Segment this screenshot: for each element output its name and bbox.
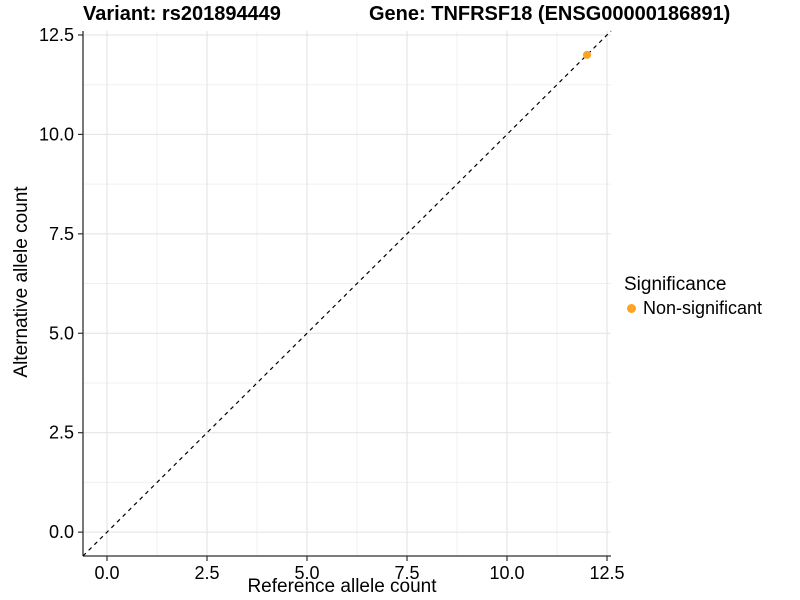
y-axis-title: Alternative allele count (11, 186, 32, 378)
x-tick-label: 12.5 (589, 563, 624, 583)
x-tick-label: 10.0 (489, 563, 524, 583)
x-tick-label: 7.5 (394, 563, 419, 583)
y-tick-label: 12.5 (39, 25, 74, 45)
y-tick-label: 7.5 (49, 224, 74, 244)
legend-item-label: Non-significant (643, 298, 763, 318)
data-point (583, 50, 591, 59)
gene-title: Gene: TNFRSF18 (ENSG00000186891) (369, 3, 731, 25)
y-tick-label: 5.0 (49, 323, 74, 343)
legend-item: Non-significant (624, 298, 762, 319)
identity-line (82, 30, 612, 557)
y-tick-label: 2.5 (49, 423, 74, 443)
legend: Significance Non-significant (624, 274, 762, 319)
y-tick-label: 0.0 (49, 522, 74, 542)
x-tick-label: 2.5 (194, 563, 219, 583)
x-tick-label: 0.0 (94, 563, 119, 583)
x-axis-title: Reference allele count (247, 576, 437, 597)
legend-point-icon (627, 304, 636, 313)
x-tick-label: 5.0 (294, 563, 319, 583)
legend-title: Significance (624, 274, 727, 295)
variant-title: Variant: rs201894449 (83, 3, 281, 25)
y-tick-label: 10.0 (39, 124, 74, 144)
